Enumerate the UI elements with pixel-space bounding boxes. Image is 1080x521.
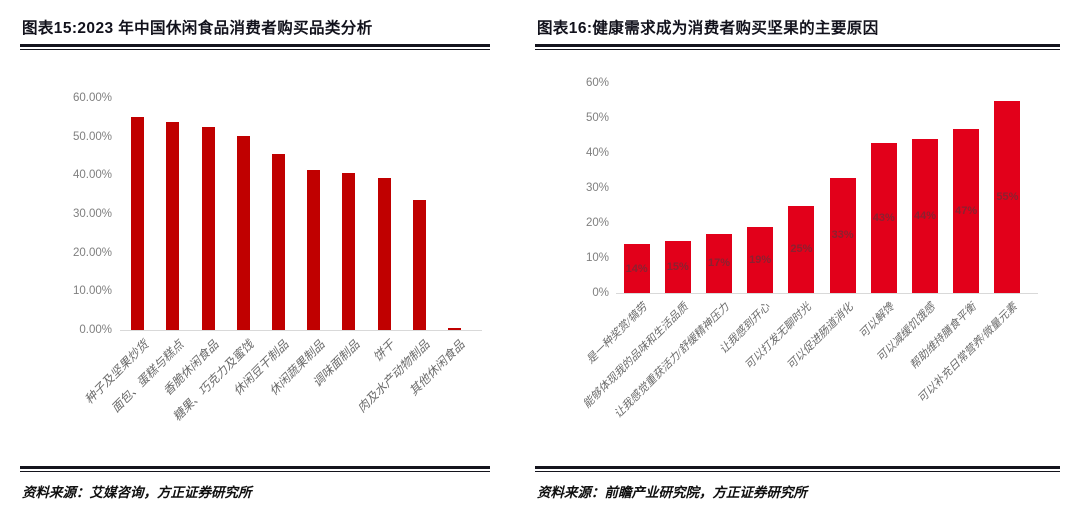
y-axis-tick-label: 30.00% xyxy=(72,208,112,220)
bar-value-label: 17% xyxy=(707,257,731,270)
bar-value-label: 25% xyxy=(790,243,813,256)
y-axis-tick-label: 10% xyxy=(585,252,609,264)
chart-panel-right: 图表16:健康需求成为消费者购买坚果的主要原因 0% 10% 20% 30% 40% 50… xyxy=(535,6,1060,513)
source-block-right: 资料来源：前瞻产业研究院，方正证券研究所 xyxy=(535,466,1060,513)
bar-value-label: 47% xyxy=(955,204,978,217)
source-text-left: 资料来源：艾媒咨询，方正证券研究所 xyxy=(22,485,252,500)
chart-title-right: 图表16:健康需求成为消费者购买坚果的主要原因 xyxy=(537,20,879,37)
bar: 14% xyxy=(623,244,650,293)
bar xyxy=(307,169,321,330)
bar xyxy=(201,127,215,330)
bar xyxy=(447,328,461,330)
y-axis-tick-label: 60% xyxy=(585,77,609,89)
bar xyxy=(271,153,285,330)
bar: 43% xyxy=(870,142,897,293)
bar xyxy=(131,117,145,330)
chart-title-left: 图表15:2023 年中国休闲食品消费者购买品类分析 xyxy=(22,20,373,37)
y-axis-tick-label: 0% xyxy=(592,287,609,299)
y-axis-tick-label: 10.00% xyxy=(72,285,112,298)
y-axis-tick-label: 60.00% xyxy=(72,92,112,104)
bar: 15% xyxy=(664,240,691,293)
bar: 47% xyxy=(953,128,980,293)
bar-value-label: 44% xyxy=(913,210,937,222)
source-rule-right xyxy=(535,466,1060,472)
x-axis-line xyxy=(120,330,482,331)
y-axis-tick-label: 40% xyxy=(585,147,609,159)
bar xyxy=(342,173,356,330)
bar: 33% xyxy=(829,177,856,293)
y-axis-tick-label: 20.00% xyxy=(72,246,112,259)
x-axis-label: 饼干 xyxy=(370,337,398,365)
source-rule-left xyxy=(20,466,490,472)
x-axis-line xyxy=(616,293,1038,294)
bar: 55% xyxy=(994,100,1021,293)
y-axis-tick-label: 30% xyxy=(585,182,609,194)
bar: 17% xyxy=(706,233,732,293)
bar xyxy=(412,200,426,330)
bar-value-label: 55% xyxy=(996,190,1019,203)
bar-chart-right: 0% 10% 20% 30% 40% 50% 60% 14% 是一种奖赏/犒劳 15% 能够体现我的… xyxy=(535,50,1060,474)
bar-value-label: 33% xyxy=(831,229,854,242)
bar-chart-left: 0.00% 10.00% 20.00% 30.00% 40.00% 50.00% 60.00… xyxy=(20,50,490,474)
bar-value-label: 43% xyxy=(872,211,895,224)
title-rule-left xyxy=(20,44,490,50)
bar-value-label: 15% xyxy=(666,260,689,273)
y-axis-tick-label: 20% xyxy=(585,217,609,229)
bar-value-label: 14% xyxy=(625,262,648,275)
bar xyxy=(377,177,391,330)
chart-panel-left: 图表15:2023 年中国休闲食品消费者购买品类分析 0.00% 10.00% 20… xyxy=(20,6,490,513)
bar-value-label: 19% xyxy=(749,253,772,266)
source-block-left: 资料来源：艾媒咨询，方正证券研究所 xyxy=(20,466,490,513)
bar xyxy=(236,135,250,330)
y-axis-tick-label: 40.00% xyxy=(72,169,112,182)
y-axis-tick-label: 50.00% xyxy=(72,130,112,143)
source-text-right: 资料来源：前瞻产业研究院，方正证券研究所 xyxy=(537,485,807,500)
bar: 19% xyxy=(747,226,774,293)
y-axis-tick-label: 50% xyxy=(585,112,609,124)
bar: 44% xyxy=(912,139,938,293)
y-axis-tick-label: 0.00% xyxy=(79,324,112,336)
title-rule-right xyxy=(535,44,1060,50)
bar: 25% xyxy=(788,205,815,293)
bar xyxy=(166,121,180,330)
